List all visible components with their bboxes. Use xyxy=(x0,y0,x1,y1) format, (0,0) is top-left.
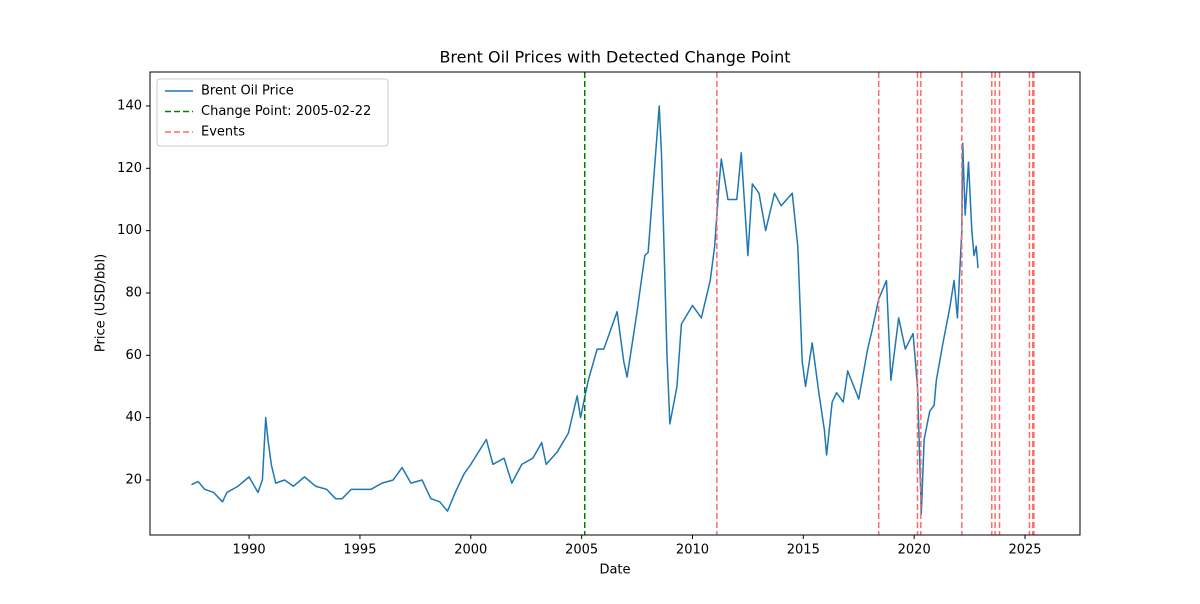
x-tick-label: 2020 xyxy=(898,543,931,558)
x-tick-label: 2015 xyxy=(787,543,820,558)
x-tick-label: 1995 xyxy=(343,543,376,558)
chart-title: Brent Oil Prices with Detected Change Po… xyxy=(439,48,790,67)
x-tick-label: 2025 xyxy=(1008,543,1041,558)
x-axis-label: Date xyxy=(599,563,630,578)
x-tick-label: 2005 xyxy=(565,543,598,558)
x-tick-label: 2010 xyxy=(676,543,709,558)
y-tick-label: 100 xyxy=(117,223,142,238)
x-tick-label: 1990 xyxy=(233,543,266,558)
y-tick-label: 60 xyxy=(125,348,142,363)
legend-label: Brent Oil Price xyxy=(201,84,294,99)
x-tick-label: 2000 xyxy=(454,543,487,558)
y-tick-label: 20 xyxy=(125,472,142,487)
y-axis-label: Price (USD/bbl) xyxy=(94,254,109,352)
y-tick-label: 140 xyxy=(117,98,142,113)
legend-label: Events xyxy=(201,125,245,140)
plot-frame xyxy=(149,71,1081,536)
y-tick-label: 80 xyxy=(125,285,142,300)
y-tick-label: 40 xyxy=(125,410,142,425)
y-tick-label: 120 xyxy=(117,161,142,176)
legend-box xyxy=(156,78,389,147)
price-line xyxy=(191,105,979,516)
legend-label: Change Point: 2005-02-22 xyxy=(201,104,371,119)
